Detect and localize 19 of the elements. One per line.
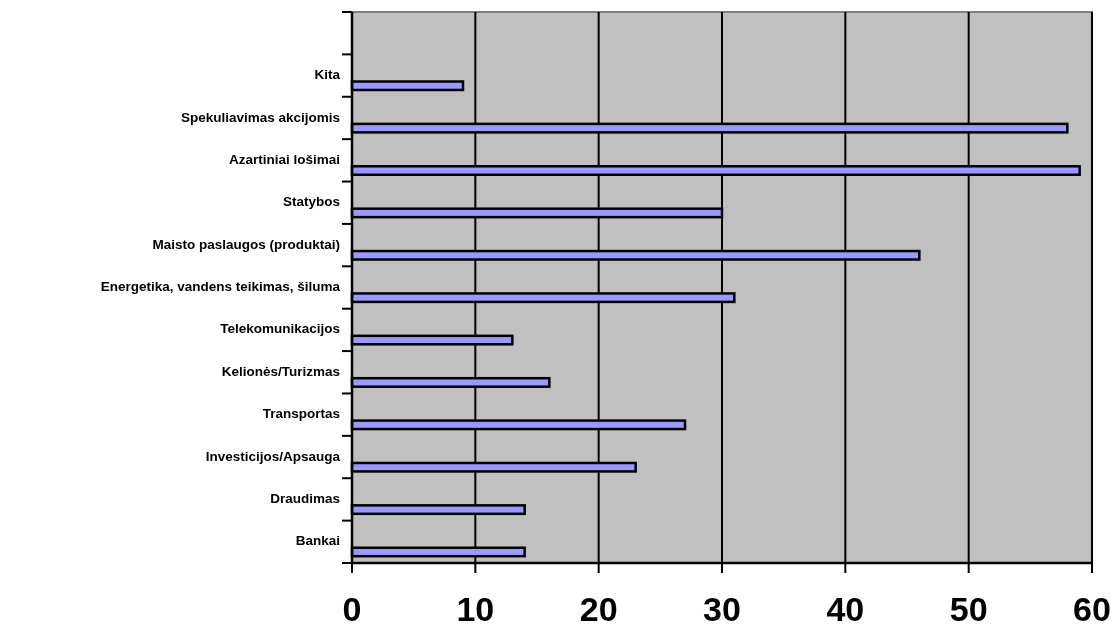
y-tick-label: Bankai: [295, 533, 340, 549]
x-tick-label: 40: [826, 590, 865, 628]
y-tick-label: Spekuliavimas akcijomis: [180, 109, 340, 125]
x-tick-label: 20: [579, 590, 618, 628]
y-tick-label: Telekomunikacijos: [220, 321, 340, 337]
x-tick-label: 60: [1073, 590, 1111, 628]
y-tick-label: Kelionės/Turizmas: [221, 363, 340, 379]
y-tick-label: Azartiniai lošimai: [228, 151, 340, 167]
y-tick-label: Investicijos/Apsauga: [205, 448, 341, 464]
y-tick-label: Maisto paslaugos (produktai): [152, 236, 340, 252]
x-tick-label: 0: [342, 590, 362, 628]
x-tick-label: 30: [703, 590, 741, 628]
y-tick-label: Kita: [314, 67, 341, 83]
x-tick-label: 50: [949, 590, 988, 628]
x-tick-label: 10: [456, 590, 495, 628]
y-tick-label: Statybos: [282, 194, 340, 210]
y-tick-label: Transportas: [262, 406, 340, 422]
y-tick-label: Draudimas: [270, 490, 340, 506]
y-tick-label: Energetika, vandens teikimas, šiluma: [100, 279, 341, 295]
